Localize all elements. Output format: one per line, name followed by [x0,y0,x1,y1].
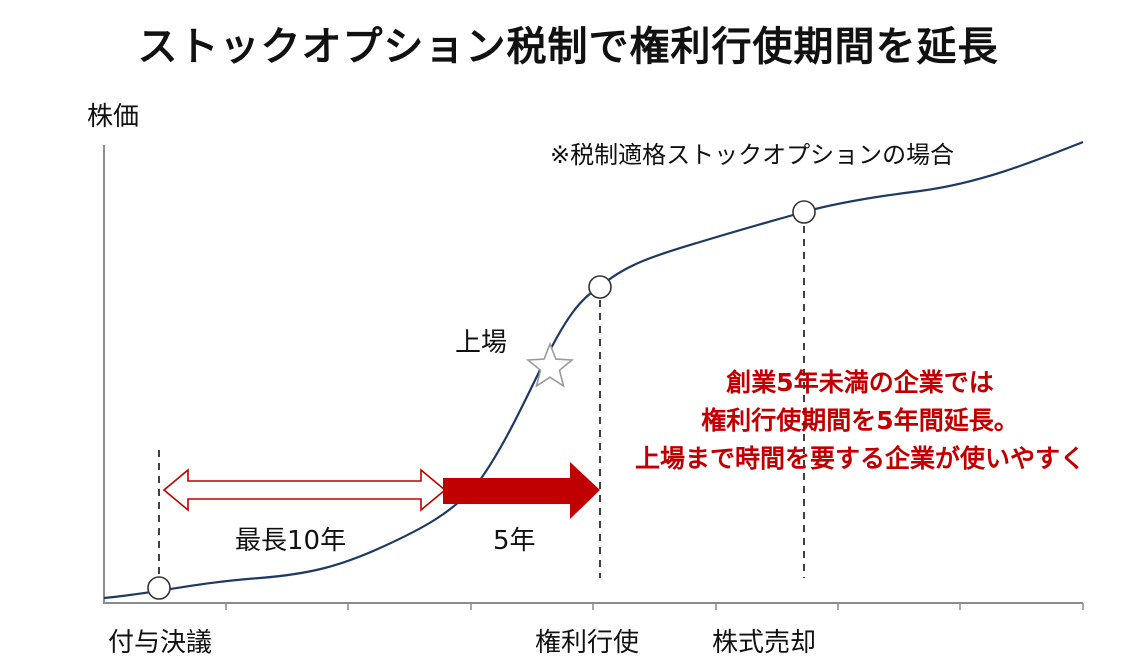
explanation-line-1: 創業5年未満の企業では [726,368,994,397]
extension-arrow [443,462,600,519]
x-label-sale: 株式売却 [712,628,817,658]
x-label-grant: 付与決議 [108,628,213,658]
sale-point-marker [792,200,816,224]
grant-point-marker [147,576,171,600]
y-axis-label: 株価 [87,102,140,132]
page-title: ストックオプション税制で権利行使期間を延長 [137,24,999,70]
explanation-line-2: 権利行使期間を5年間延長。 [701,406,1019,435]
tax-qualified-note: ※税制適格ストックオプションの場合 [550,141,955,169]
x-axis-ticks [225,603,1084,610]
listing-label: 上場 [455,328,508,358]
explanation-line-3: 上場まで時間を要する企業が使いやすく [634,444,1085,473]
extension-explanation: 創業5年未満の企業では 権利行使期間を5年間延長。 上場まで時間を要する企業が使… [600,364,1120,478]
x-label-exercise: 権利行使 [535,628,640,658]
extension-period-label: 5年 [493,526,536,556]
max-period-label: 最長10年 [235,526,347,556]
max-period-double-arrow [162,468,447,512]
stock-price-curve [103,140,1084,600]
listing-star-icon [525,341,575,388]
exercise-point-marker [588,275,612,299]
